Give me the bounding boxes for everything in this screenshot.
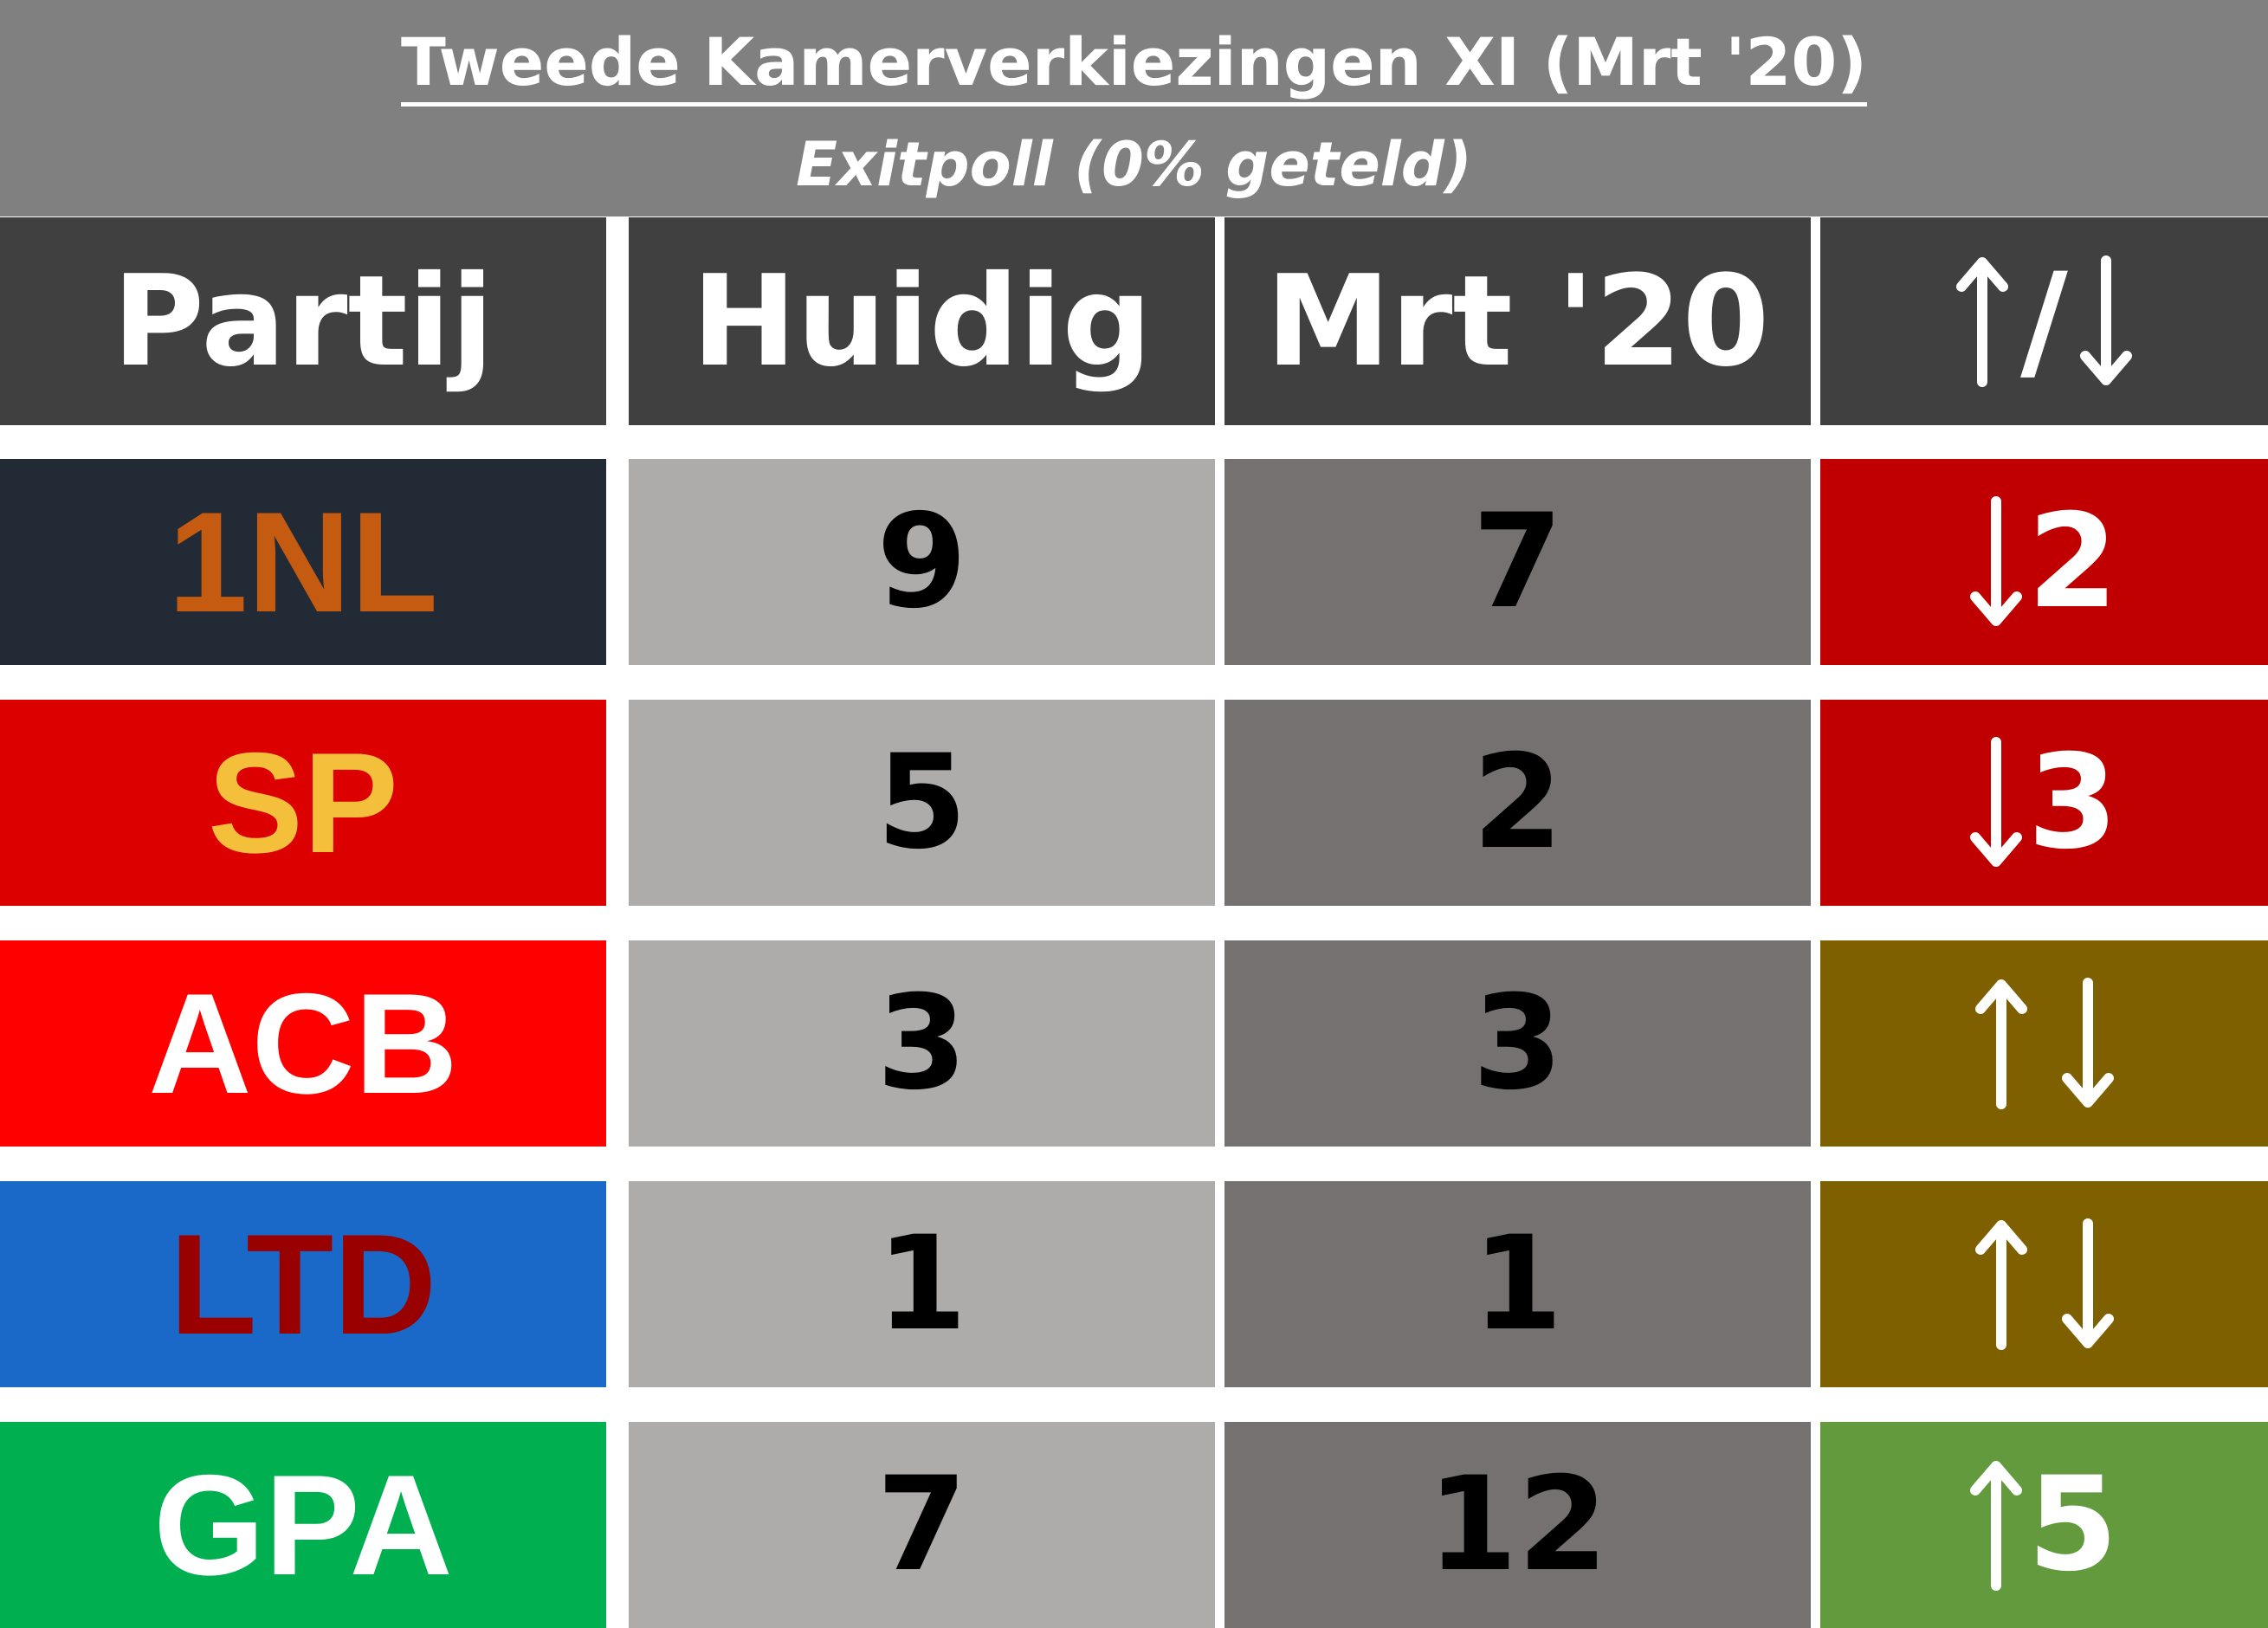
arrow-up-icon	[1970, 1456, 2022, 1594]
arrow-up-icon	[1956, 252, 2008, 391]
header-change: /	[1820, 217, 2268, 425]
title-text: Tweede Kamerverkiezingen XI (Mrt '20)	[401, 23, 1867, 107]
arrow-down-icon	[1970, 493, 2022, 631]
current-seats-value: 5	[876, 727, 967, 878]
change-cell-1nl: 2	[1820, 459, 2268, 665]
title: Tweede Kamerverkiezingen XI (Mrt '20)	[0, 19, 2268, 107]
party-cell-sp: SP	[0, 700, 606, 906]
current-seats-value: 7	[876, 1450, 967, 1600]
previous-seats-value: 1	[1472, 1209, 1563, 1360]
subtitle: Exitpoll (0% geteld)	[796, 129, 1472, 200]
party-cell-acb: ACB	[0, 940, 606, 1147]
header-change-slash: /	[2020, 246, 2068, 397]
title-banner: Tweede Kamerverkiezingen XI (Mrt '20) Ex…	[0, 0, 2268, 216]
header-party: Partij	[0, 217, 606, 425]
party-name: LTD	[169, 1204, 437, 1364]
current-seats-value: 9	[876, 487, 967, 637]
change-cell-ltd	[1820, 1181, 2268, 1387]
header-party-label: Partij	[112, 248, 494, 395]
arrow-down-icon	[2080, 252, 2132, 391]
current-seats-1nl: 9	[629, 459, 1215, 665]
arrow-up-icon	[1975, 974, 2027, 1113]
current-seats-ltd: 1	[629, 1181, 1215, 1387]
current-seats-acb: 3	[629, 940, 1215, 1147]
previous-seats-ltd: 1	[1224, 1181, 1811, 1387]
previous-seats-value: 3	[1472, 968, 1563, 1119]
party-name: SP	[207, 722, 399, 882]
change-cell-gpa: 5	[1820, 1422, 2268, 1628]
change-cell-acb	[1820, 940, 2268, 1147]
previous-seats-value: 7	[1472, 487, 1563, 637]
current-seats-gpa: 7	[629, 1422, 1215, 1628]
previous-seats-value: 2	[1472, 727, 1563, 878]
header-previous-label: Mrt '20	[1265, 248, 1770, 395]
party-cell-ltd: LTD	[0, 1181, 606, 1387]
party-name: GPA	[153, 1444, 453, 1605]
change-cell-sp: 3	[1820, 700, 2268, 906]
arrow-up-icon	[1975, 1215, 2027, 1353]
change-value: 5	[2027, 1450, 2118, 1600]
header-current: Huidig	[629, 217, 1215, 425]
previous-seats-acb: 3	[1224, 940, 1811, 1147]
previous-seats-value: 12	[1427, 1450, 1608, 1600]
current-seats-sp: 5	[629, 700, 1215, 906]
arrow-down-icon	[2062, 1215, 2114, 1353]
arrow-down-icon	[2062, 974, 2114, 1113]
party-name: ACB	[148, 963, 458, 1123]
current-seats-value: 1	[876, 1209, 967, 1360]
previous-seats-1nl: 7	[1224, 459, 1811, 665]
arrow-down-icon	[1970, 733, 2022, 872]
change-value: 2	[2027, 487, 2118, 637]
current-seats-value: 3	[876, 968, 967, 1119]
change-value: 3	[2027, 727, 2118, 878]
previous-seats-gpa: 12	[1224, 1422, 1811, 1628]
previous-seats-sp: 2	[1224, 700, 1811, 906]
party-name: 1NL	[168, 481, 438, 642]
party-cell-gpa: GPA	[0, 1422, 606, 1628]
header-previous: Mrt '20	[1224, 217, 1811, 425]
party-cell-1nl: 1NL	[0, 459, 606, 665]
header-current-label: Huidig	[691, 248, 1153, 395]
